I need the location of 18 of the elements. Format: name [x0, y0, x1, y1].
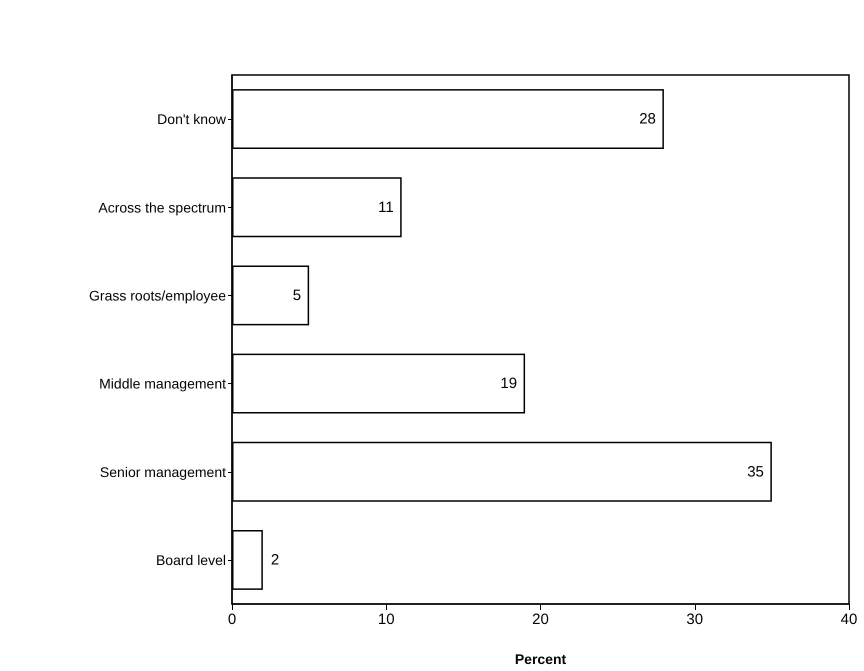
data-label: 2	[270, 551, 280, 568]
data-label: 5	[292, 286, 302, 304]
y-tick-label: Grass roots/employee	[89, 287, 226, 304]
x-tick-label: 40	[840, 611, 858, 628]
y-tick-label: Across the spectrum	[98, 199, 226, 216]
x-tick-label: 10	[378, 611, 395, 628]
data-label: 19	[500, 375, 518, 392]
y-tick-label: Senior management	[100, 464, 226, 480]
data-label: 11	[378, 198, 394, 216]
data-label: 35	[747, 463, 764, 480]
x-axis-title: Percent	[514, 651, 567, 667]
x-tick-label: 20	[532, 611, 549, 628]
x-tick-label: 0	[228, 611, 236, 628]
y-tick-label: Board level	[156, 552, 226, 568]
y-tick-label: Don't know	[157, 111, 227, 128]
data-label: 28	[639, 110, 656, 128]
x-tick-label: 30	[686, 611, 704, 628]
y-tick-label: Middle management	[99, 376, 226, 392]
